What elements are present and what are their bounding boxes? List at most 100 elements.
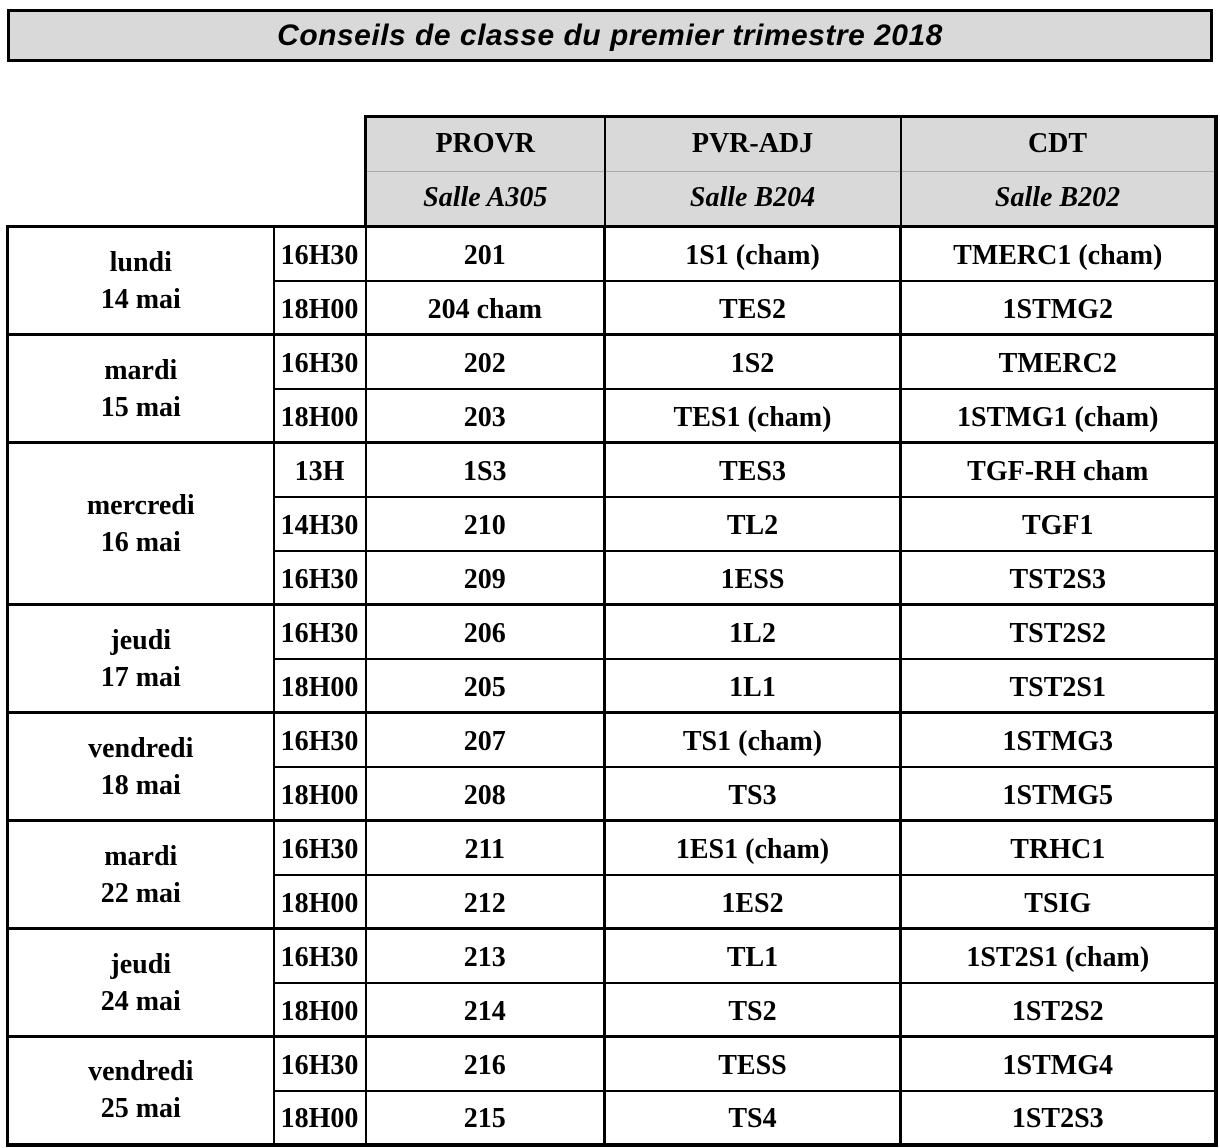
document-title: Conseils de classe du premier trimestre … [277, 18, 943, 52]
schedule-row: lundi 14 mai 16H30 201 1S1 (cham) TMERC1… [6, 225, 1218, 336]
provr-cell: 213 [364, 927, 606, 984]
day-name: jeudi [110, 624, 172, 656]
schedule-row: 16H30 209 1ESS TST2S3 [8, 549, 1218, 606]
provr-cell: 208 [364, 765, 606, 822]
day-name: vendredi [88, 1056, 194, 1088]
header-spacer [8, 117, 366, 172]
header-row-salles: Salle A305 Salle B204 Salle B202 [8, 171, 1218, 228]
schedule-row: 18H00 215 TS4 1ST2S3 [8, 1089, 1218, 1147]
provr-cell: 210 [364, 495, 606, 552]
column-header-pvradj: PVR-ADJ [603, 115, 902, 172]
time-cell: 14H30 [272, 495, 367, 552]
time-cell: 18H00 [272, 279, 367, 336]
time-cell: 18H00 [272, 1089, 367, 1147]
time-cell: 18H00 [272, 387, 367, 444]
day-date: 22 mai [100, 877, 181, 909]
day-name: jeudi [110, 948, 172, 980]
provr-cell: 214 [364, 981, 606, 1038]
provr-cell: 211 [364, 819, 606, 876]
pvradj-cell: 1ES2 [603, 873, 902, 930]
provr-cell: 1S3 [364, 441, 606, 498]
time-cell: 18H00 [272, 765, 367, 822]
schedule-row: mercredi 16 mai 13H 1S3 TES3 TGF-RH cham [6, 441, 1218, 606]
time-cell: 16H30 [272, 819, 367, 876]
time-cell: 18H00 [272, 873, 367, 930]
pvradj-cell: TES1 (cham) [603, 387, 902, 444]
day-cell: mardi 15 mai [6, 333, 275, 444]
time-cell: 16H30 [272, 225, 367, 282]
day-cell: jeudi 17 mai [6, 603, 275, 714]
cdt-cell: 1STMG4 [899, 1035, 1218, 1092]
time-cell: 18H00 [272, 657, 367, 714]
time-cell: 16H30 [272, 549, 367, 606]
schedule-row: mardi 15 mai 16H30 202 1S2 TMERC2 [6, 333, 1218, 444]
pvradj-cell: TS2 [603, 981, 902, 1038]
cdt-cell: TMERC2 [899, 333, 1218, 390]
cdt-cell: 1STMG1 (cham) [899, 387, 1218, 444]
day-cell: vendredi 25 mai [6, 1035, 275, 1147]
class-council-schedule-table: PROVR PVR-ADJ CDT Salle A305 Salle B204 … [6, 115, 1218, 1147]
schedule-row: vendredi 25 mai 16H30 216 TESS 1STMG4 [6, 1035, 1218, 1147]
schedule-row: 18H00 214 TS2 1ST2S2 [8, 981, 1218, 1038]
day-date: 24 mai [100, 985, 181, 1017]
cdt-cell: TMERC1 (cham) [899, 225, 1218, 282]
day-cell: mardi 22 mai [6, 819, 275, 930]
cdt-cell: TST2S2 [899, 603, 1218, 660]
day-name: mardi [104, 354, 178, 386]
cdt-cell: TST2S1 [899, 657, 1218, 714]
pvradj-cell: TL2 [603, 495, 902, 552]
salle-header-cdt: Salle B202 [899, 171, 1218, 228]
time-cell: 18H00 [272, 981, 367, 1038]
provr-cell: 202 [364, 333, 606, 390]
cdt-cell: TGF1 [899, 495, 1218, 552]
pvradj-cell: TES2 [603, 279, 902, 336]
pvradj-cell: 1S1 (cham) [603, 225, 902, 282]
cdt-cell: TST2S3 [899, 549, 1218, 606]
salle-header-pvradj: Salle B204 [603, 171, 902, 228]
schedule-row: 18H00 205 1L1 TST2S1 [8, 657, 1218, 714]
day-name: lundi [109, 246, 172, 278]
day-date: 15 mai [100, 391, 181, 423]
pvradj-cell: TES3 [603, 441, 902, 498]
day-date: 17 mai [100, 661, 181, 693]
provr-cell: 205 [364, 657, 606, 714]
pvradj-cell: TESS [603, 1035, 902, 1092]
day-cell: jeudi 24 mai [6, 927, 275, 1038]
time-cell: 16H30 [272, 711, 367, 768]
provr-cell: 209 [364, 549, 606, 606]
time-cell: 13H [272, 441, 367, 498]
schedule-row: mardi 22 mai 16H30 211 1ES1 (cham) TRHC1 [6, 819, 1218, 930]
pvradj-cell: 1S2 [603, 333, 902, 390]
pvradj-cell: 1L2 [603, 603, 902, 660]
schedule-row: jeudi 24 mai 16H30 213 TL1 1ST2S1 (cham) [6, 927, 1218, 1038]
schedule-row: 18H00 203 TES1 (cham) 1STMG1 (cham) [8, 387, 1218, 444]
day-name: vendredi [88, 732, 194, 764]
provr-cell: 204 cham [364, 279, 606, 336]
provr-cell: 207 [364, 711, 606, 768]
cdt-cell: 1STMG5 [899, 765, 1218, 822]
provr-cell: 201 [364, 225, 606, 282]
time-cell: 16H30 [272, 333, 367, 390]
provr-cell: 203 [364, 387, 606, 444]
schedule-row: 18H00 208 TS3 1STMG5 [8, 765, 1218, 822]
column-header-cdt: CDT [899, 115, 1218, 172]
day-cell: lundi 14 mai [6, 225, 275, 336]
cdt-cell: 1ST2S3 [899, 1089, 1218, 1147]
cdt-cell: 1ST2S2 [899, 981, 1218, 1038]
column-header-provr: PROVR [364, 115, 606, 172]
pvradj-cell: TS4 [603, 1089, 902, 1147]
cdt-cell: TSIG [899, 873, 1218, 930]
day-cell: vendredi 18 mai [6, 711, 275, 822]
schedule-row: jeudi 17 mai 16H30 206 1L2 TST2S2 [6, 603, 1218, 714]
provr-cell: 212 [364, 873, 606, 930]
cdt-cell: 1STMG2 [899, 279, 1218, 336]
day-date: 25 mai [100, 1093, 181, 1125]
cdt-cell: 1ST2S1 (cham) [899, 927, 1218, 984]
salle-header-provr: Salle A305 [364, 171, 606, 228]
schedule-row: 18H00 212 1ES2 TSIG [8, 873, 1218, 930]
pvradj-cell: 1ESS [603, 549, 902, 606]
cdt-cell: 1STMG3 [899, 711, 1218, 768]
day-name: mercredi [86, 489, 195, 521]
cdt-cell: TRHC1 [899, 819, 1218, 876]
